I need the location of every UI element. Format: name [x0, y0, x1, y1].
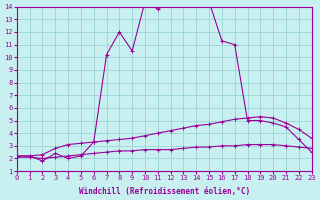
X-axis label: Windchill (Refroidissement éolien,°C): Windchill (Refroidissement éolien,°C)	[79, 187, 250, 196]
